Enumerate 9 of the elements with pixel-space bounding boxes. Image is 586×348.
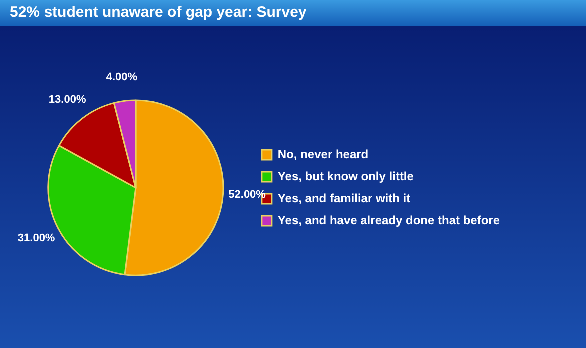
data-label: 31.00% — [18, 232, 56, 245]
legend-label: No, never heard — [278, 147, 369, 162]
chart-title: 52% student unaware of gap year: Survey — [0, 0, 586, 26]
legend-label: Yes, and familiar with it — [278, 191, 411, 206]
data-label: 13.00% — [48, 94, 86, 106]
legend-label: Yes, but know only little — [278, 169, 414, 184]
legend-label: Yes, and have already done that before — [278, 213, 500, 228]
data-label: 4.00% — [106, 71, 138, 84]
data-label: 52.00% — [228, 189, 266, 202]
